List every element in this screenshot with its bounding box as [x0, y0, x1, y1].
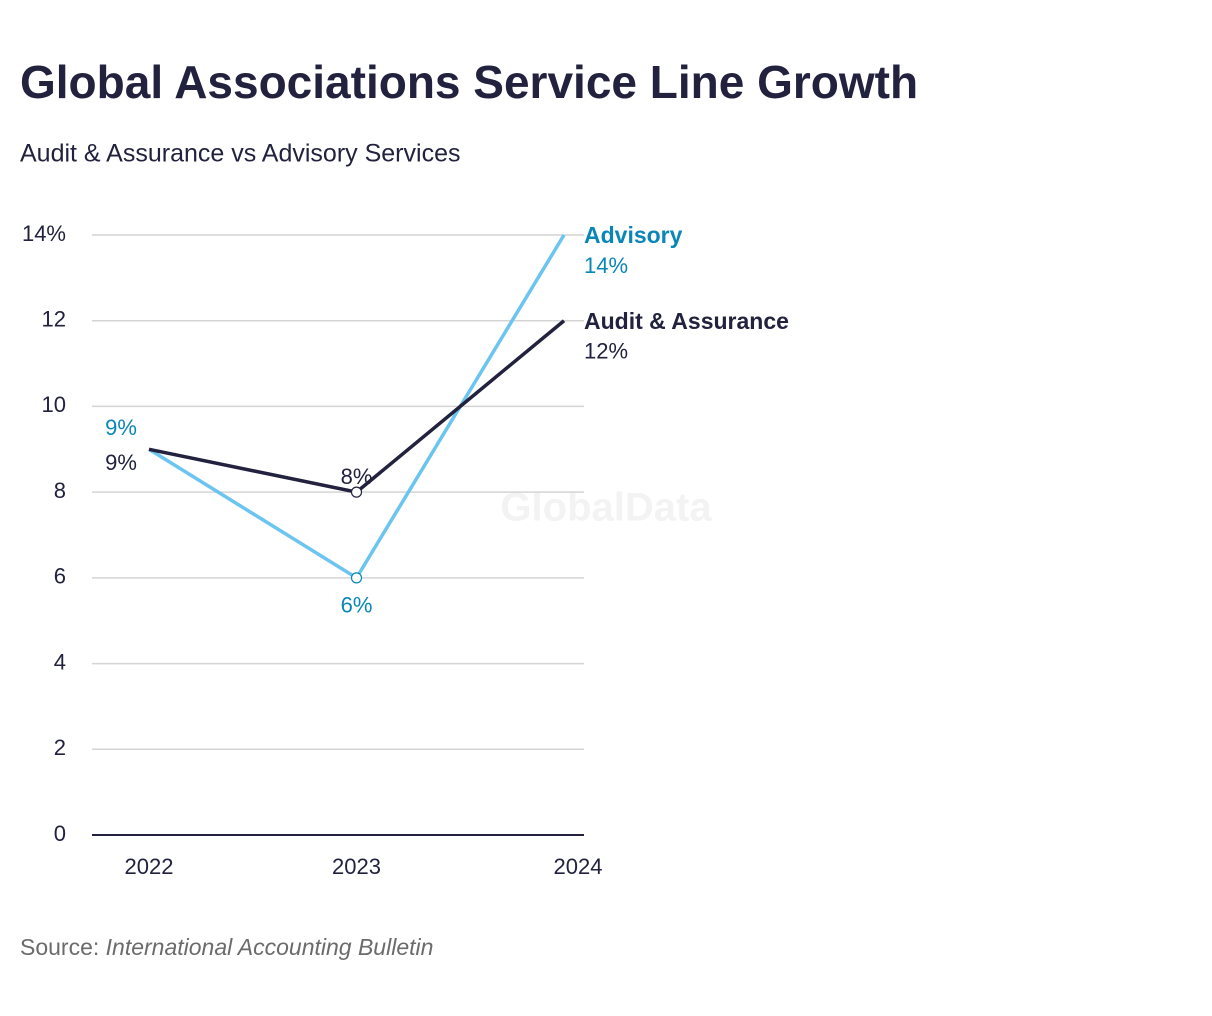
source-label: Source:	[20, 934, 99, 960]
source-name: International Accounting Bulletin	[106, 934, 434, 960]
data-label: 9%	[105, 415, 137, 440]
series-name: Advisory	[584, 222, 683, 248]
chart-title: Global Associations Service Line Growth	[20, 56, 918, 108]
series-name: Audit & Assurance	[584, 308, 789, 334]
marker	[350, 486, 363, 498]
y-tick-label: 4	[54, 649, 66, 674]
chart-subtitle: Audit & Assurance vs Advisory Services	[20, 140, 460, 168]
x-tick-label: 2023	[332, 854, 381, 879]
data-label: 6%	[341, 593, 373, 618]
y-tick-label: 8	[54, 478, 66, 503]
source: Source: International Accounting Bulleti…	[20, 934, 433, 960]
x-tick-label: 2024	[554, 854, 603, 879]
marker	[350, 572, 363, 584]
x-tick-label: 2022	[125, 854, 174, 879]
y-tick-label: 6	[54, 564, 66, 589]
watermark: GlobalData	[500, 486, 712, 530]
y-tick-label: 12	[42, 307, 66, 332]
y-tick-label: 0	[54, 821, 66, 846]
y-tick-label: 2	[54, 735, 66, 760]
data-label: 9%	[105, 450, 137, 475]
y-tick-label: 14%	[22, 221, 66, 246]
end-value-label: 14%	[584, 253, 628, 278]
end-value-label: 12%	[584, 339, 628, 364]
data-label: 8%	[341, 464, 373, 489]
y-tick-label: 10	[42, 392, 66, 417]
